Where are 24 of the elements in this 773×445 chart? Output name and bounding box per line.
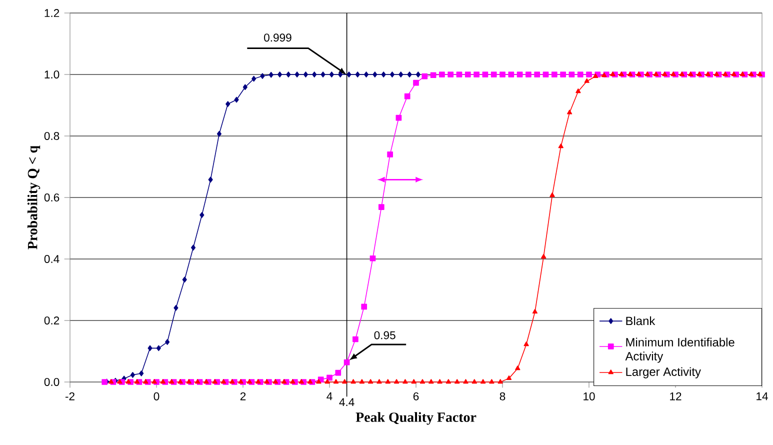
y-tick-label: 1.0 xyxy=(44,70,60,78)
y-tick-label: 0.0 xyxy=(44,378,60,386)
legend-label: Blank xyxy=(626,316,656,326)
x-tick-label: 10 xyxy=(584,392,595,400)
x-tick-label: 14 xyxy=(756,392,768,400)
legend-label: Minimum Identifiable Activity xyxy=(625,338,734,363)
y-tick-label: 0.4 xyxy=(44,255,60,263)
legend-label: Larger Activity xyxy=(626,367,701,378)
y-tick-label: 1.2 xyxy=(44,9,60,17)
x-tick-label: 0 xyxy=(154,392,160,400)
x-tick-label: 6 xyxy=(413,392,419,400)
y-tick-label: 0.2 xyxy=(44,316,60,324)
x-tick-label: 8 xyxy=(500,392,506,400)
y-axis-title: Probability Q < q xyxy=(27,146,40,250)
annotation: 0.95 xyxy=(374,331,396,340)
x-tick-label: -2 xyxy=(65,392,74,400)
x-tick-label: 2 xyxy=(240,392,246,400)
x-axis-title: Peak Quality Factor xyxy=(356,412,476,425)
y-tick-label: 0.8 xyxy=(44,132,60,140)
annotation: 0.999 xyxy=(264,34,292,42)
x-tick-label: 4 xyxy=(326,392,332,400)
ref-line-label: 4.4 xyxy=(339,398,354,406)
x-tick-label: 12 xyxy=(670,392,682,400)
y-tick-label: 0.6 xyxy=(44,194,60,202)
